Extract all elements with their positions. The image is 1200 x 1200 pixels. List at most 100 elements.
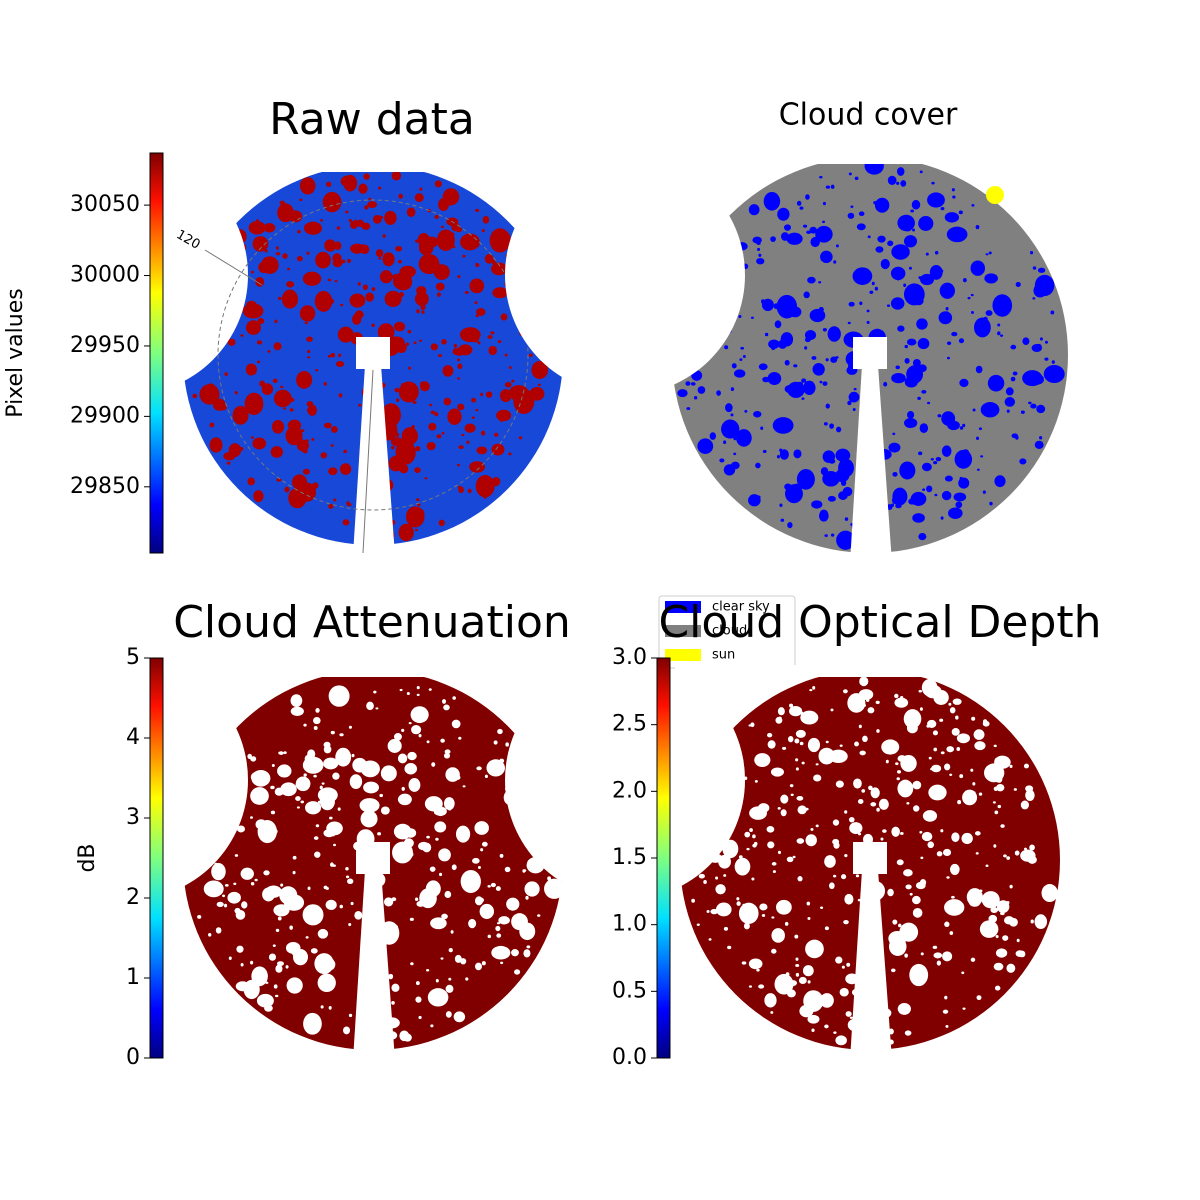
- sky-spot: [492, 287, 508, 299]
- sky-spot: [881, 739, 900, 755]
- sky-spot: [721, 419, 740, 439]
- sky-spot: [340, 259, 346, 264]
- sky-image: [8, 660, 568, 1060]
- sky-spot: [366, 701, 374, 711]
- sky-spot: [1006, 409, 1010, 413]
- sky-spot: [970, 311, 974, 314]
- sky-spot: [970, 293, 974, 297]
- sky-spot: [228, 443, 242, 458]
- sky-spot: [323, 757, 339, 770]
- sky-spot: [514, 969, 521, 975]
- sky-spot: [458, 445, 464, 450]
- sky-spot: [825, 185, 831, 189]
- sky-spot: [257, 360, 261, 364]
- sky-spot: [410, 706, 429, 724]
- sky-spot: [762, 449, 767, 454]
- sky-spot: [406, 691, 410, 696]
- sky-spot: [399, 464, 409, 474]
- sky-spot: [866, 309, 870, 313]
- sky-spot: [723, 440, 727, 445]
- sky-spot: [776, 196, 780, 200]
- sky-spot: [835, 1035, 847, 1046]
- sky-spot: [935, 457, 942, 462]
- zenith-line: [362, 369, 374, 554]
- sky-spot: [471, 397, 477, 403]
- sky-spot: [955, 715, 959, 720]
- sky-spot: [416, 309, 420, 314]
- sky-spot: [412, 400, 417, 404]
- sky-spot: [478, 899, 483, 904]
- sky-spot: [1006, 856, 1011, 860]
- sky-spot: [304, 221, 323, 235]
- sky-spot: [405, 828, 417, 838]
- sky-spot: [313, 726, 318, 730]
- sky-spot: [822, 470, 840, 487]
- sky-spot: [944, 899, 965, 916]
- sky-spot: [1034, 440, 1044, 449]
- sky-spot: [391, 445, 395, 450]
- sky-spot: [347, 258, 351, 264]
- sky-spot: [811, 356, 817, 360]
- colorbar-tick-label: 2.0: [612, 778, 647, 803]
- sky-spot: [445, 1011, 452, 1018]
- sky-spot: [392, 841, 413, 864]
- sky-spot: [734, 857, 751, 876]
- sky-spot: [928, 784, 947, 801]
- sky-spot: [840, 479, 847, 486]
- sky-spot: [931, 764, 942, 773]
- sky-spot: [733, 369, 746, 378]
- sky-spot: [420, 381, 425, 387]
- sky-spot: [365, 292, 374, 302]
- sky-spot: [980, 455, 984, 458]
- sky-spot: [1015, 281, 1021, 287]
- sky-spot: [799, 741, 804, 746]
- sky-spot: [427, 988, 449, 1007]
- sky-spot: [945, 306, 949, 311]
- sky-spot: [736, 901, 741, 906]
- sky-spot: [958, 338, 965, 344]
- colorbar-tick-label: 2.5: [612, 712, 647, 737]
- sky-spot: [900, 696, 904, 700]
- image-mask: [178, 665, 568, 677]
- sky-spot: [306, 251, 310, 255]
- sky-spot: [274, 319, 278, 324]
- sky-spot: [362, 284, 368, 291]
- sky-spot: [841, 965, 845, 969]
- sky-spot: [383, 897, 394, 907]
- sky-spot: [505, 243, 510, 247]
- sky-spot: [407, 329, 412, 334]
- sky-spot: [394, 925, 399, 929]
- sky-spot: [931, 181, 935, 185]
- sky-spot: [876, 807, 880, 812]
- sky-spot: [849, 822, 863, 835]
- sky-spot: [250, 787, 269, 805]
- sky-spot: [854, 176, 859, 181]
- sky-spot: [832, 819, 840, 826]
- sky-spot: [742, 355, 746, 358]
- sky-spot: [844, 810, 848, 814]
- sky-spot: [951, 727, 960, 736]
- sky-spot: [513, 388, 535, 414]
- sky-spot: [870, 787, 880, 799]
- sky-spot: [771, 948, 777, 954]
- sky-spot: [911, 199, 921, 210]
- sky-spot: [224, 883, 229, 887]
- sky-spot: [909, 892, 913, 896]
- sky-spot: [920, 856, 924, 860]
- sky-spot: [949, 773, 953, 776]
- sky-spot: [302, 468, 310, 475]
- azimuth-line: [204, 249, 263, 286]
- sky-spot: [495, 925, 501, 932]
- sky-spot: [795, 758, 799, 762]
- sky-image: [8, 155, 568, 555]
- sky-spot: [306, 336, 313, 342]
- image-mask: [853, 842, 887, 874]
- sky-spot: [789, 706, 803, 717]
- sky-spot: [968, 897, 981, 907]
- sky-spot: [334, 241, 342, 250]
- sky-spot: [767, 740, 776, 749]
- sky-spot: [466, 440, 470, 445]
- sky-spot: [426, 835, 430, 839]
- sky-spot: [891, 826, 900, 837]
- sky-spot: [727, 945, 732, 950]
